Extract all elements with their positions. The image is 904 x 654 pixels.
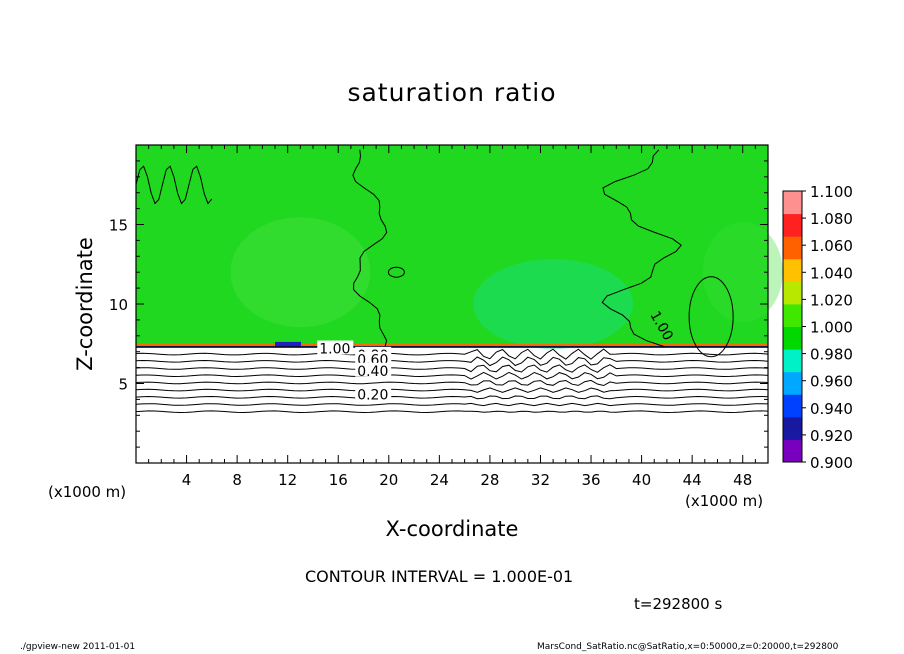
contour-line: [135, 364, 769, 373]
x-axis-title: X-coordinate: [386, 517, 519, 541]
patch-subsaturated: [473, 259, 634, 349]
contour-line: [135, 387, 769, 393]
footer-program-date: ./gpview-new 2011-01-01: [20, 642, 136, 652]
x-tick-label: 36: [581, 471, 600, 489]
contour-line: [601, 149, 682, 348]
x-tick-label: 16: [329, 471, 348, 489]
colorbar-swatch: [783, 213, 802, 237]
colorbar-swatch: [783, 281, 802, 305]
x-tick-label: 12: [278, 471, 297, 489]
colorbar-label: 1.040: [810, 264, 853, 282]
colorbar-swatch: [783, 371, 802, 395]
contour-interval-label: CONTOUR INTERVAL = 1.000E-01: [305, 567, 574, 586]
contour-label-background: [355, 362, 392, 377]
contour-line: [135, 410, 769, 414]
colorbar-label: 1.000: [810, 319, 853, 337]
colorbar-swatch: [783, 236, 802, 260]
colorbar-label: 0.940: [810, 400, 853, 418]
contour-line: [688, 276, 734, 358]
patch-supersaturated: [702, 222, 783, 323]
plot-area: [136, 145, 783, 463]
y-tick-label: 15: [109, 217, 128, 235]
contour-lines: 1.000.800.600.400.201.00: [135, 149, 769, 414]
contour-line: [387, 266, 405, 278]
colorbar-label: 0.900: [810, 454, 853, 472]
contour-label: 1.00: [319, 342, 350, 358]
x-tick-label: 40: [632, 471, 651, 489]
colorbar-label: 0.960: [810, 373, 853, 391]
contour-line: [135, 371, 769, 380]
colorbar-swatch: [783, 303, 802, 327]
contour-label: 0.20: [357, 388, 388, 404]
colorbar-swatch: [783, 258, 802, 282]
colorbar-swatch: [783, 349, 802, 373]
x-tick-label: 4: [182, 471, 192, 489]
interface-dip: [275, 341, 302, 347]
colorbar-label: 1.020: [810, 291, 853, 309]
colorbar: 0.900 0.920 0.940 0.960 0.980 1.000 1.020 1.040…: [782, 183, 853, 472]
contour-label-background: [355, 351, 392, 366]
x-tick-label: 44: [683, 471, 702, 489]
x-tick-label: 24: [430, 471, 449, 489]
contour-line: [135, 348, 769, 360]
x-tick-label: 8: [232, 471, 242, 489]
contour-label: 0.40: [357, 364, 388, 380]
contour-line: [352, 149, 388, 348]
y-axis-ticks: 5 10 15: [109, 160, 768, 448]
time-label: t=292800 s: [634, 595, 723, 613]
colorbar-label: 0.920: [810, 427, 853, 445]
colorbar-swatch: [783, 416, 802, 440]
contour-line: [135, 395, 769, 400]
x-axis-ticks: 4 8 12 16 20 24 28 32 36 40 44 48: [148, 145, 756, 489]
x-tick-label: 32: [531, 471, 550, 489]
contour-line: [135, 165, 213, 217]
colorbar-swatch: [783, 439, 802, 463]
colorbar-swatch: [783, 326, 802, 350]
y-axis-title: Z-coordinate: [73, 237, 97, 371]
x-tick-label: 48: [733, 471, 752, 489]
contour-line: [135, 402, 769, 407]
colorbar-label: 1.100: [810, 183, 853, 201]
colorbar-swatch: [783, 191, 802, 215]
y-tick-label: 10: [109, 296, 128, 314]
x-tick-label: 28: [480, 471, 499, 489]
contour-label-background: [317, 340, 354, 355]
contour-line: [135, 356, 769, 367]
colorbar-label: 0.980: [810, 346, 853, 364]
colorbar-label: 1.060: [810, 237, 853, 255]
patch-supersaturated: [230, 217, 371, 328]
interface-warm-band: [136, 343, 768, 346]
y-tick-label: 5: [118, 376, 128, 394]
colorbar-label: 1.080: [810, 210, 853, 228]
chart-title: saturation ratio: [347, 78, 557, 107]
region-saturated: [136, 145, 768, 347]
x-tick-label: 20: [379, 471, 398, 489]
footer-data-source: MarsCond_SatRatio.nc@SatRatio,x=0:50000,…: [537, 642, 839, 652]
contour-label-background: [355, 386, 392, 401]
contour-line: [135, 379, 769, 387]
x-unit-left: (x1000 m): [48, 483, 126, 501]
colorbar-swatch: [783, 394, 802, 418]
x-unit-right: (x1000 m): [685, 492, 763, 510]
